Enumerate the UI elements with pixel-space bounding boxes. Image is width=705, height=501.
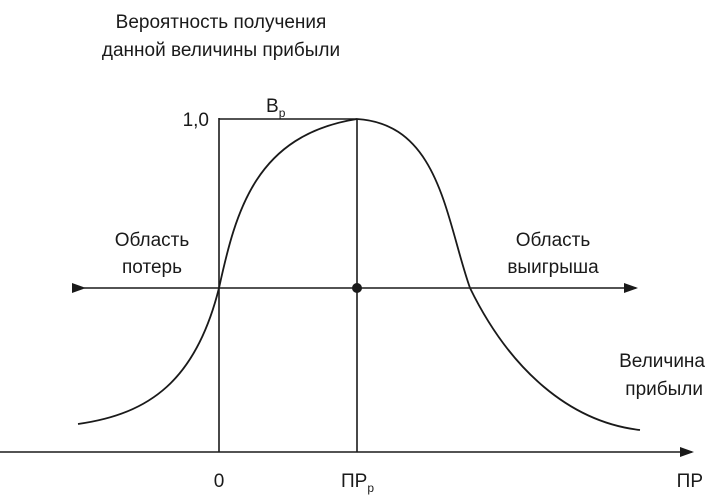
x-axis-label: ПР (677, 471, 703, 492)
y-axis-title-line1: Вероятность получения (116, 12, 327, 33)
probability-curve (77, 118, 641, 431)
profit-caption-line1: Величина (619, 351, 705, 372)
y-tick-label: 1,0 (183, 110, 209, 131)
y-axis-title-line2: данной величины прибыли (102, 40, 340, 61)
loss-region-label-line2: потерь (122, 257, 182, 278)
x-tick-zero: 0 (214, 471, 225, 492)
gain-region-label-line2: выигрыша (507, 257, 599, 278)
loss-region-label-line1: Область (115, 230, 190, 251)
profit-caption-line2: прибыли (625, 379, 703, 400)
gain-region-label-line1: Область (516, 230, 591, 251)
peak-point (352, 283, 362, 293)
peak-probability-label: Вр (266, 96, 286, 120)
x-tick-peak: ПРр (341, 471, 374, 495)
